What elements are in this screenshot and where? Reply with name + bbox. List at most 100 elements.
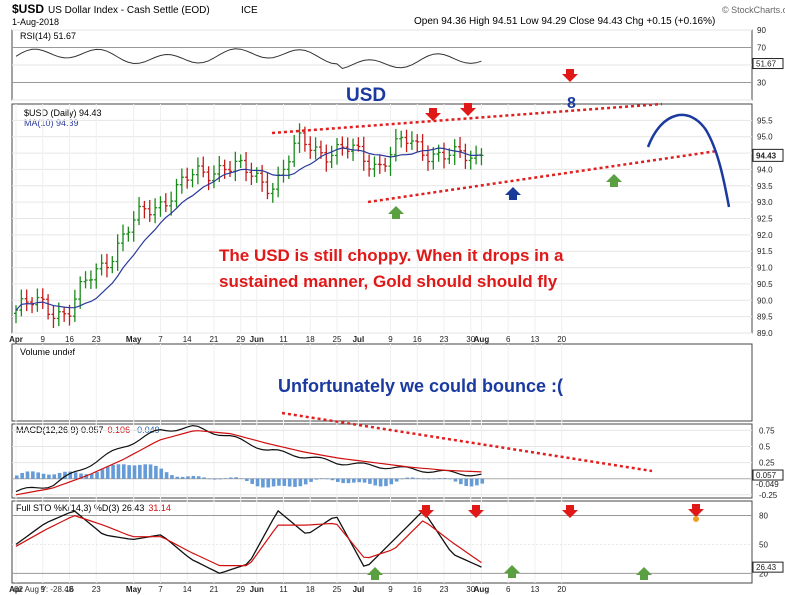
price-ytick-label: 90.0 [757,296,773,305]
symbol-label: $USD [12,2,44,16]
sto-ytick-label: 50 [759,540,768,549]
macd-histogram-bar [303,478,308,485]
macd-histogram-bar [325,478,329,480]
macd-histogram-bar [73,472,78,479]
macd-histogram-bar [239,478,244,480]
macd-histogram-bar [384,478,388,487]
macd-histogram-bar [410,477,415,479]
rsi-ytick-label: 90 [757,26,766,35]
macd-histogram-bar [282,478,287,486]
x-tick-label: 13 [530,335,539,344]
upper-trend-line [271,102,663,135]
macd-panel [11,423,753,499]
macd-histogram-bar [245,478,249,482]
x-tick-label: 16 [65,335,74,344]
macd-histogram-bar [223,478,228,479]
sto-k-line [15,509,482,574]
ohlc-readout: Open 94.36 High 94.51 Low 94.29 Close 94… [414,16,715,27]
price-ytick-label: 94.0 [757,165,773,174]
up-arrow-icon [388,206,404,219]
macd-histogram-bar [79,473,83,479]
sto-ytick-label: 20 [759,569,768,578]
macd-histogram-bar [191,475,196,479]
exchange-label: ICE [241,5,258,16]
x-tick-label: 9 [41,335,46,344]
x-tick-label: 11 [279,335,288,344]
price-ytick-label: 95.0 [757,133,773,142]
down-arrow-icon [460,103,476,116]
macd-histogram-bar [68,471,73,479]
macd-histogram-bar [426,478,431,480]
macd-histogram-bar [180,476,185,479]
price-ytick-label: 93.0 [757,198,773,207]
macd-histogram-bar [405,477,410,479]
macd-histogram-bar [469,478,474,487]
macd-histogram-bar [293,478,297,487]
price-ytick-label: 92.5 [757,215,773,224]
macd-histogram-bar [234,477,238,479]
x-tick-label: 25 [333,335,342,344]
date-label: 1-Aug-2018 [12,17,59,27]
x-tick-label: 18 [306,335,315,344]
macd-histogram-bar [100,469,105,479]
volume-panel [11,343,753,422]
x-tick-label-bottom: 6 [506,585,511,594]
x-tick-label-bottom: 11 [279,585,288,594]
macd-histogram-bar [448,478,452,480]
sto-last-value-box [752,561,784,573]
macd-histogram-bar [105,466,110,479]
macd-histogram-bar [25,471,30,479]
macd-histogram-bar [309,478,313,482]
macd-histogram-bar [416,478,420,479]
marker-dot [693,516,699,522]
macd-histogram-bar [298,478,303,487]
sto-layer [15,509,482,574]
macd-last-value: 0.057 [756,471,777,480]
macd-histogram-bar [255,478,260,487]
x-tick-label: 20 [557,335,566,344]
x-tick-label: 23 [92,335,101,344]
macd-histogram-bar [261,478,265,488]
macd-histogram-bar [47,474,51,479]
macd-histogram-bar [122,464,126,479]
usd-annotation: USD [346,85,386,106]
x-tick-label: 29 [236,335,245,344]
lower-trend-line [367,149,718,204]
price-last-value-box [752,148,784,162]
macd-histogram-bar [330,478,335,481]
macd-histogram-bar [373,478,378,486]
x-tick-label-bottom: 23 [440,585,449,594]
x-tick-label-bottom: 9 [388,585,393,594]
x-tick-label-bottom: Jun [250,585,264,594]
up-arrow-icon [367,567,383,580]
x-tick-label: 6 [506,335,511,344]
x-tick-label-bottom: 23 [92,585,101,594]
macd-histogram-bar [432,478,436,480]
macd-histogram-bar [212,478,217,480]
x-tick-label-bottom: 7 [158,585,163,594]
macd-histogram-bar [453,478,458,482]
x-tick-label-bottom: 29 [236,585,245,594]
x-tick-label-bottom: May [126,585,142,594]
rsi-title: RSI(14) 51.67 [20,31,76,41]
macd-histogram-bar [341,478,345,484]
x-tick-label: Jul [353,335,365,344]
macd-histogram-bar [41,473,46,479]
price-last-value: 94.43 [756,151,777,160]
macd-layer [15,424,485,496]
macd-histogram-bar [164,472,169,479]
macd-histogram-bar [186,476,190,479]
macd-histogram-bar [443,477,447,479]
macd-histogram-bar [266,478,271,488]
macd-ytick-label: 0.5 [759,443,771,452]
macd-histogram-bar [20,472,24,479]
macd-histogram-bar [357,478,361,483]
cursor-readout: 02 Aug Y: -28.48 [14,585,74,594]
x-tick-label: 14 [183,335,192,344]
macd-histogram-bar [421,478,426,480]
x-tick-label-bottom: 25 [333,585,342,594]
price-layer [14,123,484,329]
macd-histogram-bar [31,471,35,479]
macd-histogram-bar [138,464,142,479]
